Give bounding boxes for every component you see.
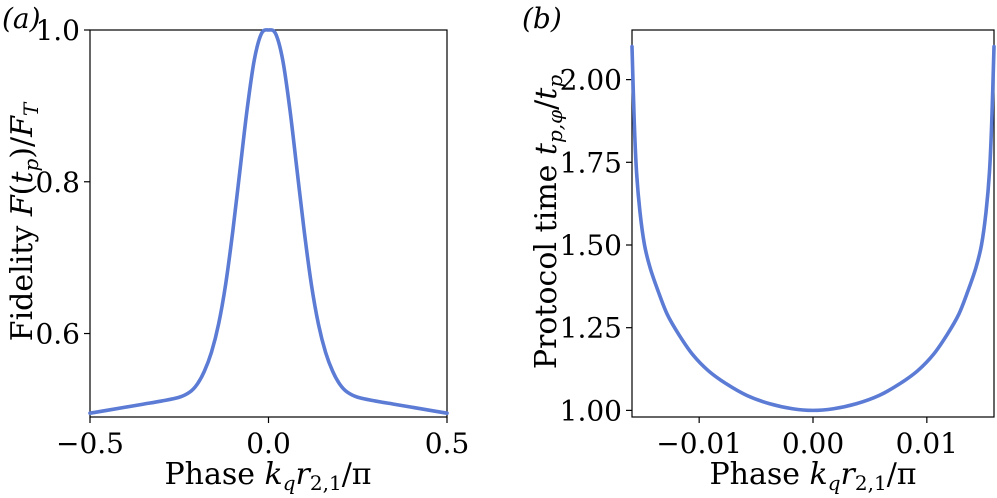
panel-b-y-ticks: 1.00 1.25 1.50 1.75 2.00	[560, 64, 632, 427]
panel-b-x-tick-label: 0.01	[896, 427, 958, 460]
panel-b-x-axis-label: Phase kqr2,1/π	[709, 457, 916, 495]
panel-a-y-axis-label: Fidelity F(tp)/FT	[5, 101, 43, 341]
panel-b-y-tick-label: 1.50	[560, 229, 622, 262]
panel-a-label: (a)	[2, 2, 41, 35]
panel-a-x-tick-label: 0.0	[246, 427, 291, 460]
panel-b-y-tick-label: 2.00	[560, 64, 622, 97]
panel-b-y-axis-label: Protocol time tp,φ/tp	[529, 75, 567, 370]
panel-a-y-tick-label: 0.6	[35, 318, 80, 351]
panel-a-x-tick-label: 0.5	[425, 427, 470, 460]
panel-b-x-ticks: −0.01 0.00 0.01	[656, 417, 958, 460]
panel-a-y-tick-label: 1.0	[35, 14, 80, 47]
panel-a-y-tick-label: 0.8	[35, 166, 80, 199]
panel-b-label: (b)	[522, 2, 562, 35]
panel-b-protocol-time-line	[630, 44, 996, 413]
panel-a-y-ticks: 0.6 0.8 1.0	[35, 14, 90, 351]
panel-a: (a) −0.5 0.0 0.5 0.60.81.0 Phase kqr2,1/π …	[2, 2, 469, 495]
panel-a-x-ticks: −0.5 0.0 0.5	[56, 417, 469, 460]
panel-a-axes-frame	[89, 29, 448, 418]
panel-b-x-tick-label: −0.01	[656, 427, 742, 460]
panel-b-y-tick-label: 1.00	[560, 394, 622, 427]
panel-b-y-tick-label: 1.75	[560, 146, 622, 179]
panel-b-x-tick-label: 0.00	[782, 427, 844, 460]
panel-b-y-tick-label: 1.25	[560, 312, 622, 345]
panel-a-x-tick-label: −0.5	[56, 427, 124, 460]
panel-a-x-axis-label: Phase kqr2,1/π	[164, 457, 371, 495]
panel-a-fidelity-line	[88, 28, 449, 416]
panel-b-axes-frame	[631, 29, 995, 418]
panel-b: (b) −0.01 0.00 0.01 1.00 1.25 1.50 1.75 2.00 P…	[522, 2, 996, 495]
